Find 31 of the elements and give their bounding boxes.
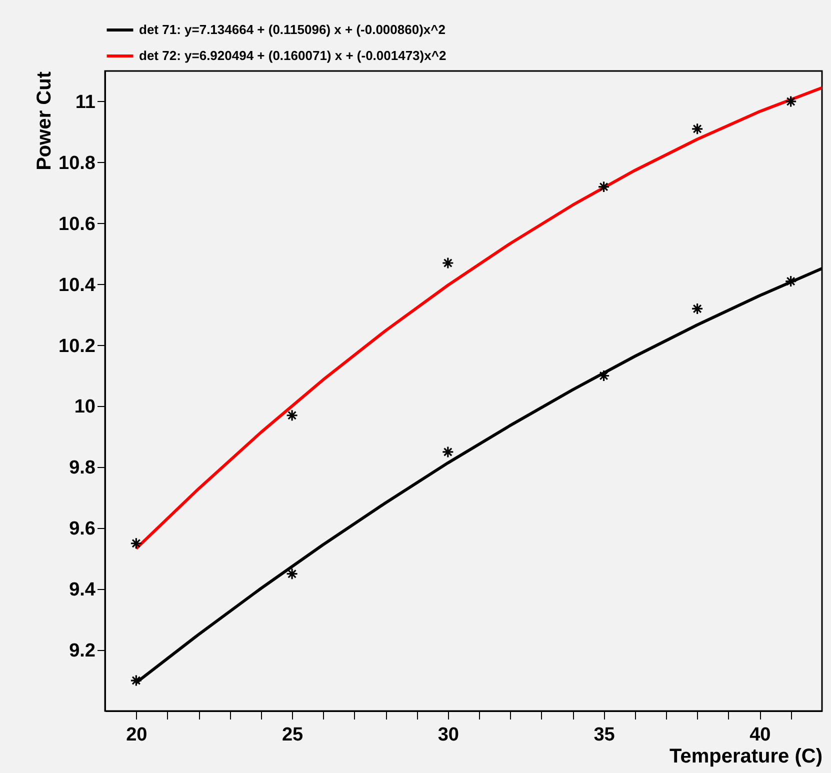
- point: [691, 302, 704, 315]
- legend-label: det 72: y=6.920494 + (0.160071) x + (-0.001473)x^2: [139, 48, 446, 63]
- y-tick-label: 10.2: [58, 336, 96, 357]
- x-tick-label: 20: [126, 724, 148, 746]
- line-series: [134, 86, 822, 550]
- point: [784, 95, 797, 108]
- y-tick-label: 9.2: [69, 640, 96, 662]
- y-tick-label: 10.4: [58, 274, 96, 296]
- y-tick-label: 9.6: [69, 518, 96, 540]
- point: [442, 446, 454, 458]
- y-tick-label: 9.8: [69, 458, 96, 479]
- y-tick-label: 10.6: [58, 214, 96, 235]
- point: [130, 674, 142, 687]
- point: [598, 180, 610, 193]
- point: [286, 568, 298, 580]
- point: [442, 256, 454, 270]
- y-axis-title: Power Cut: [34, 71, 56, 170]
- point: [130, 537, 142, 550]
- legend-label: det 71: y=7.134664 + (0.115096) x + (-0.000860)x^2: [139, 22, 446, 37]
- y-tick-label: 10.8: [58, 152, 96, 174]
- x-tick-label: 30: [438, 724, 459, 746]
- x-axis-title: Temperature (C): [670, 746, 822, 768]
- point: [691, 122, 704, 135]
- x-tick-label: 25: [282, 724, 304, 746]
- y-tick-label: 10: [74, 396, 96, 418]
- point: [286, 409, 298, 422]
- y-tick-label: 11: [75, 92, 96, 113]
- point: [784, 275, 797, 288]
- x-tick-label: 40: [750, 724, 771, 746]
- x-tick-label: 35: [594, 724, 616, 746]
- y-tick-label: 9.4: [69, 580, 96, 601]
